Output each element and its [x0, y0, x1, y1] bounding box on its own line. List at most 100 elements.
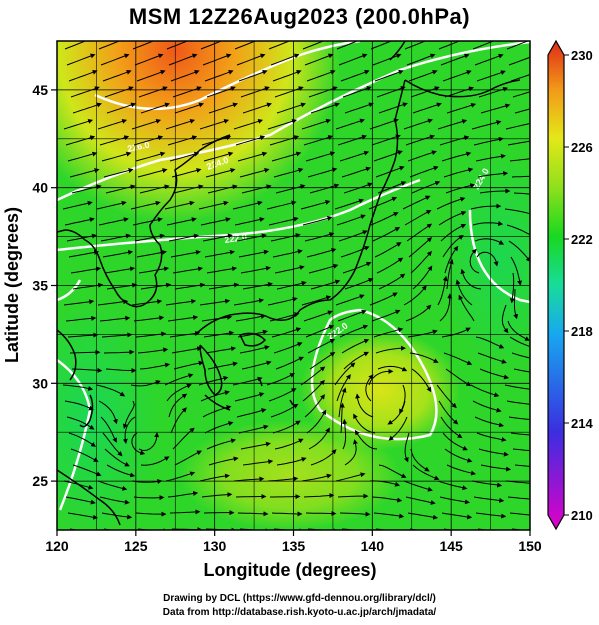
- streamline: [437, 119, 468, 130]
- streamline: [100, 233, 131, 242]
- streamline: [342, 261, 372, 274]
- streamline: [378, 464, 407, 478]
- colorbar-tick-label: 222: [571, 232, 593, 247]
- streamline: [174, 102, 204, 114]
- streamline: [310, 102, 340, 114]
- streamline: [446, 102, 477, 114]
- streamline: [205, 346, 237, 354]
- streamline: [510, 74, 530, 82]
- streamline: [100, 53, 130, 66]
- streamline: [343, 182, 373, 194]
- streamline: [409, 352, 439, 363]
- contour-label: 226.0: [126, 139, 150, 153]
- streamline: [233, 118, 264, 130]
- streamline: [233, 476, 265, 482]
- streamline: [122, 400, 135, 430]
- streamline: [388, 416, 408, 441]
- streamline: [504, 384, 530, 392]
- streamline: [441, 151, 472, 162]
- streamline: [202, 53, 232, 66]
- streamline: [96, 200, 127, 210]
- streamline: [235, 135, 266, 146]
- streamline: [405, 134, 435, 146]
- streamline: [407, 329, 438, 338]
- streamline: [96, 384, 126, 397]
- streamline: [70, 86, 100, 98]
- streamline: [438, 41, 468, 50]
- y-axis-label: Latitude (degrees): [2, 207, 22, 363]
- streamline: [234, 392, 265, 402]
- streamline: [206, 86, 236, 98]
- x-tick-label: 150: [518, 538, 542, 554]
- streamline: [72, 282, 104, 290]
- streamline: [207, 184, 238, 194]
- streamline: [134, 233, 165, 242]
- streamline: [171, 168, 202, 178]
- streamline: [510, 256, 523, 286]
- streamline: [130, 380, 161, 387]
- streamline: [132, 217, 163, 226]
- streamline: [506, 400, 530, 405]
- streamline: [371, 134, 401, 146]
- streamline: [201, 135, 232, 146]
- streamline: [479, 368, 510, 380]
- streamline: [513, 288, 519, 320]
- streamline: [309, 183, 340, 194]
- streamline: [472, 400, 502, 413]
- streamline: [514, 464, 530, 467]
- streamline: [198, 200, 229, 210]
- streamline: [307, 338, 336, 354]
- streamline: [208, 282, 240, 290]
- streamline: [340, 246, 370, 258]
- streamline: [505, 122, 530, 130]
- streamline: [235, 494, 267, 499]
- streamline: [511, 352, 530, 359]
- streamline: [274, 438, 304, 450]
- streamline: [131, 118, 162, 130]
- streamline: [373, 327, 404, 338]
- streamline: [439, 135, 470, 146]
- streamline: [506, 224, 530, 238]
- streamline: [506, 41, 530, 50]
- streamline: [407, 150, 437, 162]
- streamline: [268, 388, 297, 402]
- colorbar-tick-label: 210: [571, 508, 593, 523]
- streamline: [135, 331, 167, 338]
- streamline: [408, 237, 433, 258]
- streamline: [301, 118, 332, 130]
- streamline: [443, 352, 473, 365]
- streamline: [167, 491, 199, 498]
- streamline: [476, 70, 506, 82]
- streamline: [266, 373, 296, 386]
- streamline: [242, 281, 273, 290]
- streamline: [403, 285, 427, 306]
- streamline: [371, 496, 403, 503]
- streamline: [308, 86, 338, 98]
- streamline: [303, 310, 333, 322]
- streamline: [509, 336, 530, 347]
- streamline: [438, 211, 467, 226]
- streamline: [445, 183, 476, 194]
- streamline: [337, 309, 367, 322]
- streamline: [275, 184, 306, 194]
- streamline: [442, 432, 468, 451]
- streamline: [239, 167, 270, 178]
- streamline: [236, 53, 266, 66]
- streamline: [131, 432, 146, 456]
- colorbar-tick-label: 218: [571, 324, 593, 339]
- streamline: [501, 304, 509, 334]
- streamline: [206, 438, 237, 450]
- streamline: [270, 233, 301, 242]
- streamline: [508, 240, 530, 262]
- streamline: [62, 200, 93, 210]
- streamline: [72, 464, 102, 477]
- streamline: [131, 478, 163, 484]
- streamline: [204, 69, 234, 82]
- streamline: [276, 280, 307, 290]
- streamline: [198, 375, 229, 386]
- streamline: [269, 312, 300, 322]
- streamline: [512, 91, 530, 98]
- streamline: [68, 249, 100, 258]
- streamline: [240, 265, 271, 274]
- streamline: [274, 265, 305, 274]
